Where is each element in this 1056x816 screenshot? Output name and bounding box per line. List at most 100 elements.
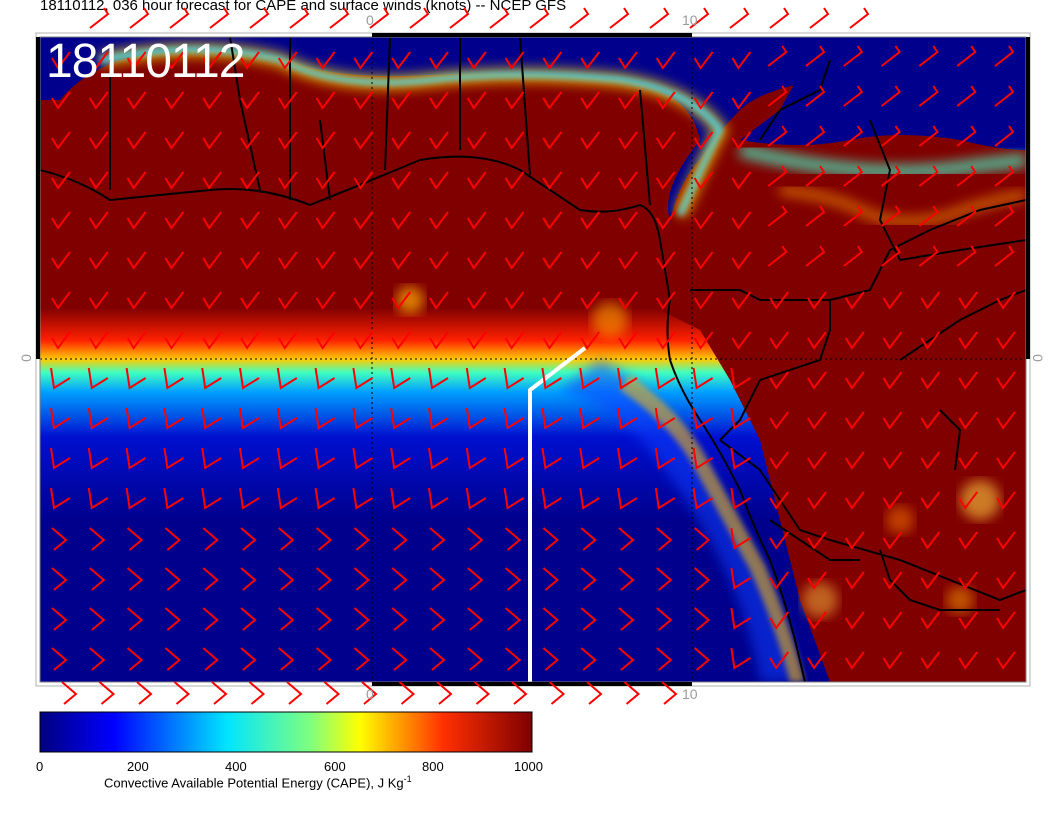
- wind-barb: [87, 447, 109, 470]
- wind-barb: [769, 451, 789, 470]
- wind-barb: [730, 367, 751, 390]
- wind-barb: [429, 331, 449, 350]
- wind-barb: [353, 51, 374, 70]
- wind-barb: [996, 291, 1016, 310]
- wind-barb: [730, 527, 751, 550]
- wind-barb: [807, 371, 827, 390]
- wind-barb: [618, 607, 635, 631]
- wind-barb: [618, 291, 638, 310]
- map-title: 18110112, 036 hour forecast for CAPE and…: [40, 0, 567, 14]
- wind-barb: [994, 245, 1015, 267]
- wind-barb: [580, 647, 597, 671]
- wind-barb: [51, 567, 68, 591]
- wind-barb: [693, 291, 714, 310]
- wind-barb: [730, 567, 751, 590]
- wind-barb-outer: [449, 7, 470, 29]
- wind-barb: [239, 487, 260, 510]
- wind-barb: [769, 331, 789, 350]
- wind-barb: [580, 607, 597, 631]
- wind-barb: [240, 567, 257, 591]
- wind-barb: [429, 171, 449, 190]
- wind-barb-outer: [529, 7, 550, 29]
- wind-barb: [807, 411, 827, 430]
- wind-barb: [996, 651, 1016, 670]
- wind-barb: [391, 211, 411, 230]
- wind-barb: [579, 447, 600, 470]
- right-tick-0: 0: [1029, 354, 1046, 362]
- wind-barb: [390, 487, 411, 510]
- wind-barb: [353, 291, 374, 310]
- wind-barb: [164, 331, 185, 350]
- wind-barb: [656, 527, 673, 551]
- track-line: [528, 346, 587, 682]
- wind-barb: [50, 367, 71, 390]
- wind-barb: [88, 131, 109, 150]
- wind-barb: [391, 331, 411, 350]
- wind-barb: [504, 211, 525, 230]
- wind-barb: [277, 291, 298, 310]
- wind-barb: [465, 487, 487, 510]
- wind-barb: [429, 131, 449, 150]
- wind-barb: [805, 245, 826, 267]
- wind-barb: [618, 527, 635, 551]
- wind-barb: [730, 647, 751, 670]
- wind-barb: [391, 567, 408, 591]
- wind-barb: [163, 447, 184, 470]
- coastlines: [40, 37, 1026, 682]
- wind-barb: [315, 607, 333, 631]
- wind-barb: [467, 607, 484, 631]
- wind-barb: [580, 51, 600, 70]
- wind-barb: [428, 487, 449, 510]
- wind-barb: [730, 407, 751, 430]
- wind-barb: [126, 331, 147, 350]
- wind-barb: [958, 651, 978, 670]
- wind-barb: [692, 367, 714, 390]
- wind-barb: [51, 291, 71, 310]
- wind-barb: [996, 411, 1016, 430]
- wind-barb: [240, 51, 260, 70]
- wind-barb: [996, 571, 1016, 590]
- wind-barbs: [50, 45, 1016, 671]
- wind-barb: [239, 447, 260, 470]
- wind-barb: [656, 647, 673, 671]
- wind-barb: [429, 211, 449, 230]
- wind-barb: [504, 527, 522, 551]
- wind-barb: [844, 371, 865, 390]
- wind-barb: [656, 607, 673, 631]
- wind-barb: [618, 647, 635, 671]
- wind-barb: [163, 407, 184, 430]
- wind-barb: [580, 211, 600, 230]
- wind-barb: [276, 487, 298, 510]
- wind-barb: [278, 567, 295, 591]
- wind-barb: [880, 45, 901, 67]
- wind-barb: [958, 611, 978, 630]
- wind-barb: [315, 567, 333, 591]
- wind-barb: [541, 367, 562, 390]
- wind-barb: [277, 131, 298, 150]
- wind-barb: [844, 451, 865, 470]
- wind-barb: [693, 51, 714, 70]
- wind-barb: [50, 487, 71, 510]
- wind-barb: [956, 245, 977, 267]
- wind-barb: [693, 607, 711, 631]
- wind-barb: [692, 487, 714, 510]
- wind-barb: [618, 567, 635, 591]
- wind-barb-outer: [89, 7, 110, 29]
- wind-barb: [164, 251, 185, 270]
- wind-barb: [315, 647, 333, 671]
- wind-barb: [920, 491, 941, 510]
- wind-barb: [958, 331, 978, 350]
- wind-barb: [51, 527, 68, 551]
- wind-barb: [580, 91, 600, 110]
- colorbar-label-200: 200: [127, 759, 149, 774]
- bottom-tick-0: 0: [366, 686, 374, 702]
- wind-barb-outer: [169, 7, 190, 29]
- wind-barb: [353, 211, 374, 230]
- wind-barb: [315, 51, 336, 70]
- wind-barb: [202, 527, 219, 551]
- wind-barb: [542, 607, 559, 631]
- wind-barb: [579, 407, 600, 430]
- wind-barb: [730, 607, 751, 630]
- wind-barb: [240, 647, 257, 671]
